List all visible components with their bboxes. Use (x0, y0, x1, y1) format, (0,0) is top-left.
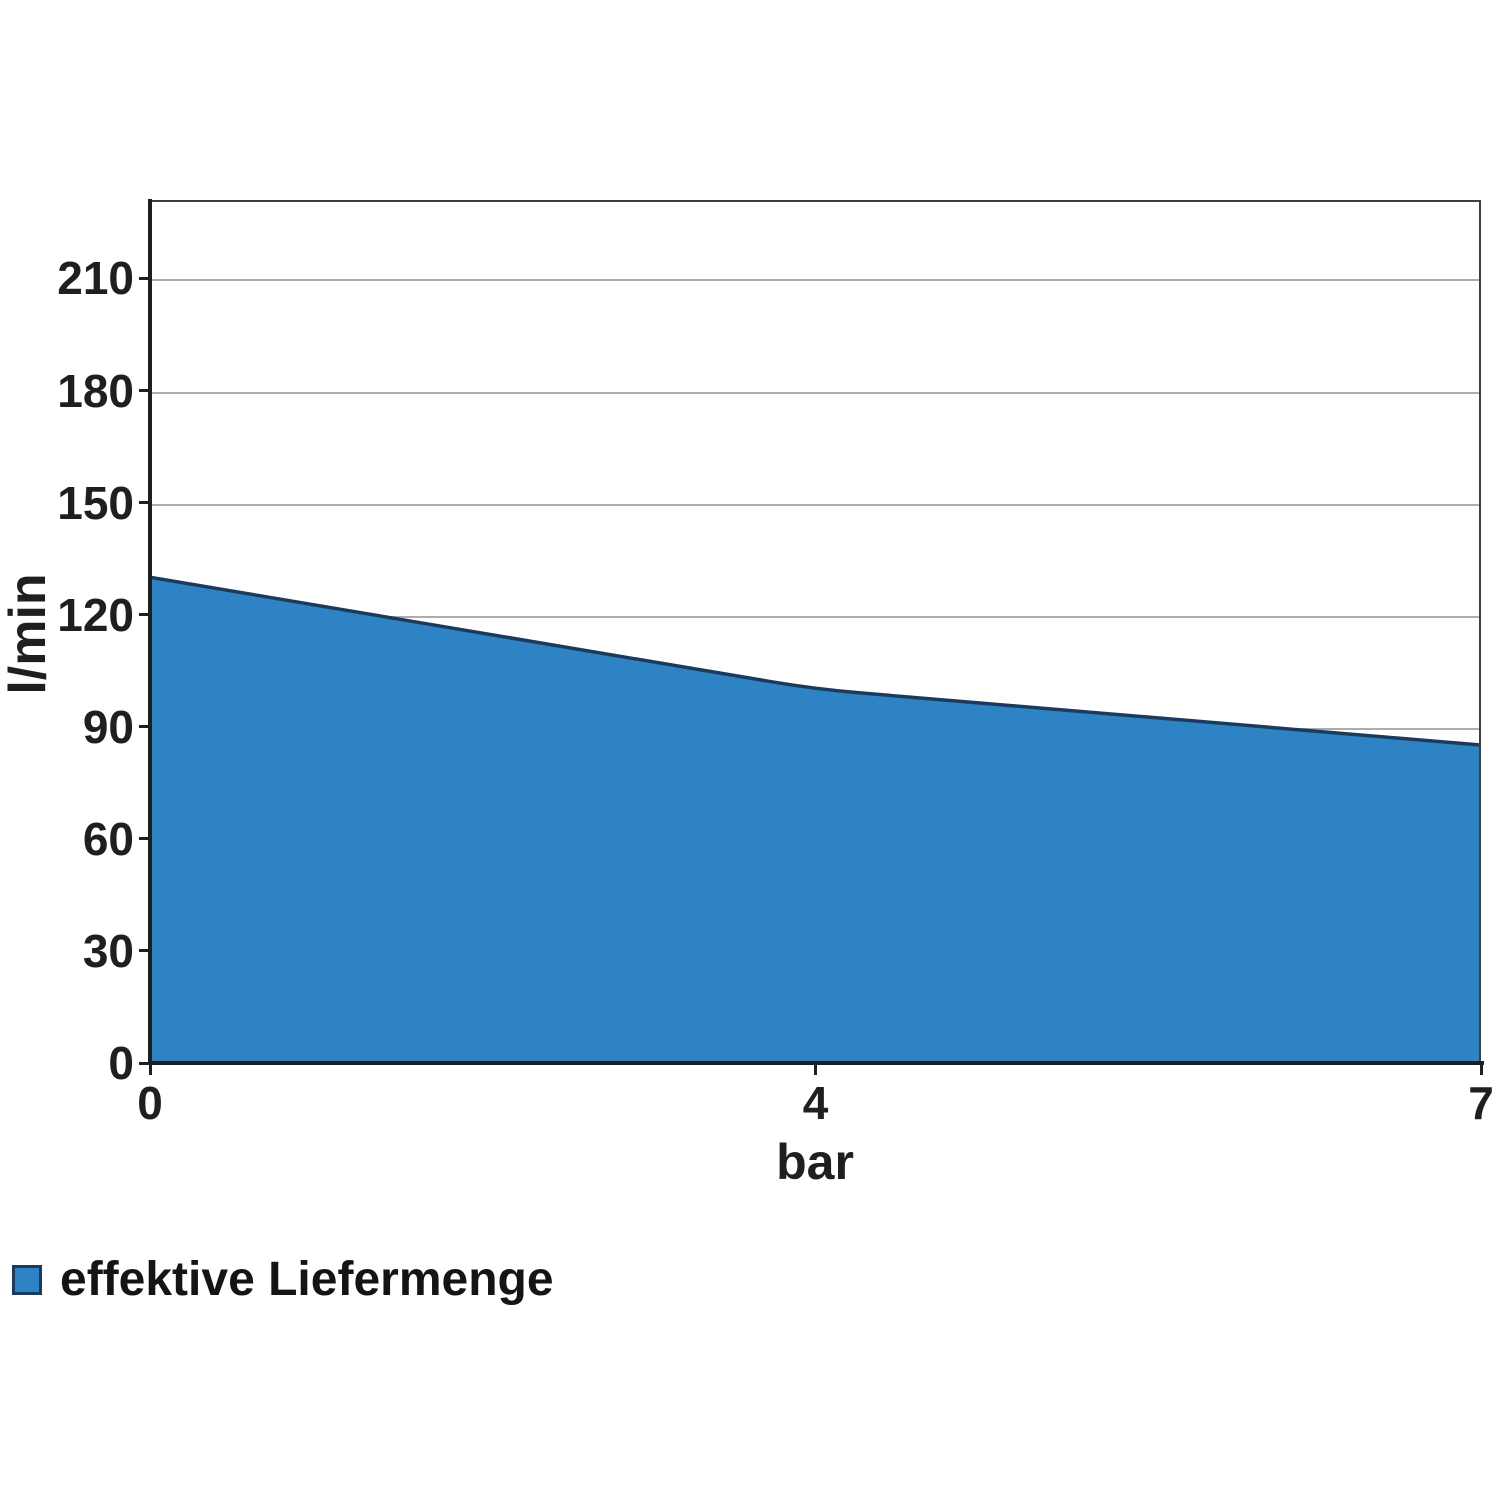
x-tick-0 (148, 1065, 152, 1075)
x-tick-label-7: 7 (1468, 1077, 1494, 1129)
gridline-y-150 (152, 503, 1479, 506)
y-axis-title: l/min (0, 573, 57, 695)
y-tick-60 (139, 837, 149, 841)
y-tick-120 (139, 613, 149, 617)
y-tick-0 (139, 1061, 149, 1065)
x-axis-title: bar (776, 1134, 854, 1190)
gridline-y-210 (152, 279, 1479, 282)
x-axis-line (148, 1061, 1484, 1065)
x-tick-4 (814, 1065, 817, 1075)
x-tick-label-0: 0 (137, 1077, 163, 1129)
y-tick-label-180: 180 (57, 364, 134, 417)
y-tick-90 (139, 725, 149, 729)
gridline-y-180 (152, 391, 1479, 394)
plot-area (150, 200, 1481, 1063)
area-series-effektive-liefermenge (152, 575, 1479, 1061)
y-axis-line (148, 199, 152, 1065)
legend-swatch (12, 1265, 42, 1295)
y-tick-label-60: 60 (82, 812, 134, 865)
y-tick-150 (139, 501, 149, 505)
y-tick-label-210: 210 (57, 252, 134, 305)
area-fill-shape (152, 577, 1479, 1061)
gridline-y-120 (152, 615, 1479, 618)
y-tick-label-0: 0 (108, 1037, 134, 1089)
y-tick-180 (139, 389, 149, 393)
y-tick-30 (139, 949, 149, 953)
y-tick-label-30: 30 (82, 924, 134, 977)
y-tick-label-150: 150 (57, 476, 134, 529)
y-tick-label-90: 90 (82, 700, 134, 753)
x-tick-label-4: 4 (802, 1077, 829, 1129)
legend-label: effektive Liefermenge (60, 1253, 554, 1306)
y-tick-210 (139, 276, 149, 280)
area-top-line (152, 575, 1479, 747)
legend: effektive Liefermenge (12, 1256, 554, 1304)
x-tick-7 (1479, 1065, 1483, 1075)
y-tick-label-120: 120 (57, 588, 134, 641)
